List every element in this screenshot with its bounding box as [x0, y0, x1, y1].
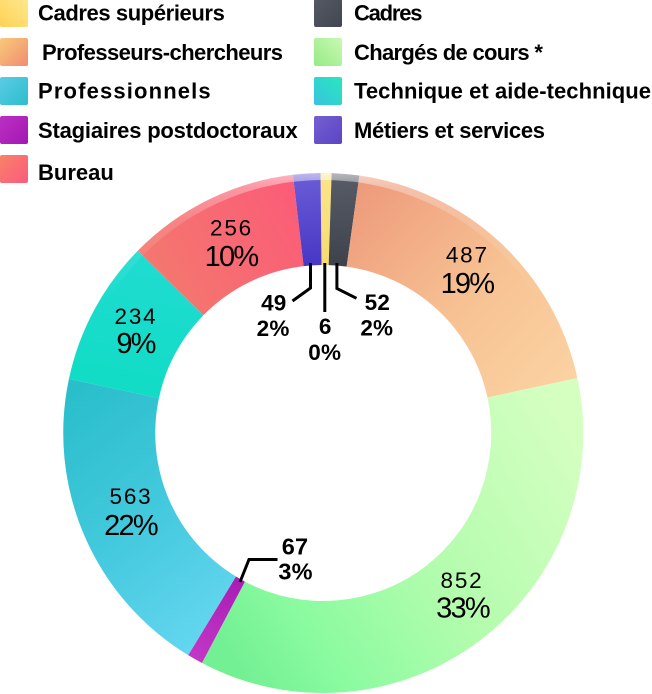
svg-text:Professionnels: Professionnels	[38, 79, 212, 104]
svg-text:Stagiaires postdoctoraux: Stagiaires postdoctoraux	[38, 118, 298, 143]
svg-text:33%: 33%	[436, 593, 490, 625]
svg-text:49: 49	[261, 291, 286, 316]
svg-text:256: 256	[210, 216, 253, 241]
svg-text:3%: 3%	[278, 559, 312, 585]
svg-text:0%: 0%	[308, 340, 341, 365]
svg-text:Chargés de cours *: Chargés de cours *	[354, 40, 543, 65]
svg-text:Bureau: Bureau	[38, 160, 114, 185]
svg-text:563: 563	[110, 484, 153, 509]
svg-text:Professeurs-chercheurs: Professeurs-chercheurs	[42, 40, 283, 65]
svg-text:9%: 9%	[116, 328, 155, 360]
svg-text:Métiers et services: Métiers et services	[354, 118, 545, 143]
svg-text:Cadres supérieurs: Cadres supérieurs	[38, 1, 225, 26]
svg-text:10%: 10%	[205, 241, 259, 273]
svg-text:52: 52	[365, 290, 390, 315]
svg-text:2%: 2%	[257, 316, 290, 341]
svg-text:6: 6	[319, 314, 332, 339]
svg-text:67: 67	[282, 534, 309, 560]
svg-text:234: 234	[115, 304, 158, 329]
svg-text:487: 487	[446, 243, 489, 268]
svg-text:19%: 19%	[441, 268, 495, 300]
svg-text:22%: 22%	[104, 510, 158, 542]
svg-text:Technique et aide-technique: Technique et aide-technique	[354, 79, 651, 104]
svg-text:Cadres: Cadres	[354, 1, 422, 26]
svg-text:852: 852	[441, 568, 484, 593]
svg-text:2%: 2%	[360, 316, 393, 341]
